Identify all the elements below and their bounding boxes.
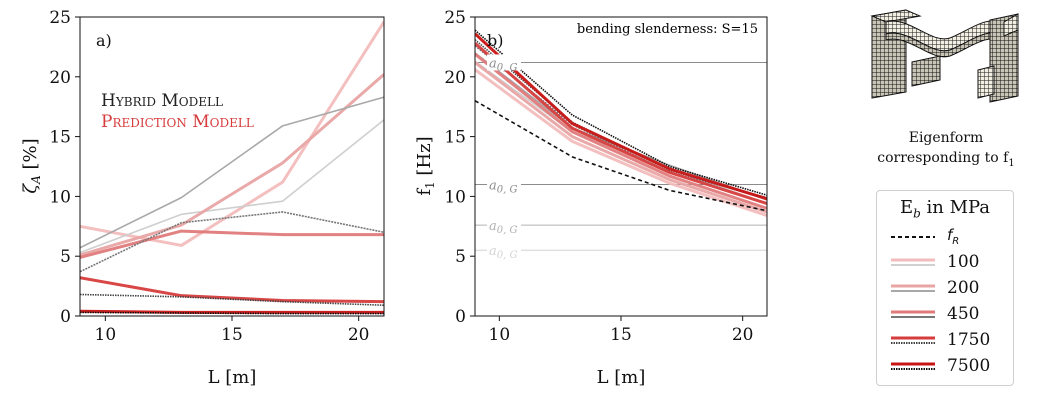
legend-swatch-1750 [891,336,935,344]
panel-b-xtick-label: 20 [732,325,754,345]
legend-item-1750: 1750 [891,329,1011,353]
panel-b-ytick-label: 25 [444,8,466,28]
legend-title: Eb in MPa [877,197,1013,221]
legend-label-450: 450 [947,304,980,324]
chart-panel-a: 10 15 20 0 5 10 15 20 25 a) Hybrid Modell Predic… [20,8,385,388]
series-line-prediction-450 [80,229,384,259]
panel-a-tag: a) [96,31,112,50]
panel-b-tag: b) [487,31,503,50]
eigenform-caption-text: corresponding to f [877,150,1009,166]
panel-a-xtick-label: 15 [221,325,243,345]
legend-title-sub: b [913,206,921,221]
panel-a-ytick-label: 5 [60,247,71,267]
series-line-fR [475,100,767,212]
panel-a-ytick-label: 25 [49,8,71,28]
panel-a-ylabel-unit: [%] [20,138,41,175]
panel-b-frame [474,16,768,317]
panel-a-frame [79,16,385,317]
legend-item-450: 450 [891,303,1011,327]
series-line-prediction-100 [80,20,384,247]
series-line-hybrid-200 [80,96,384,249]
reference-label-bg [487,54,521,71]
legend: Eb in MPa fR 100 200 450 1750 7500 [876,190,1014,386]
reference-label-a0g: a0, G [489,178,517,195]
panel-a-xtick-label: 10 [95,325,117,345]
panel-b-xtick-label: 10 [489,325,511,345]
series-line-hybrid-1750 [80,293,384,307]
series-line-prediction-450 [475,52,767,210]
eigenform-caption-line1: Eigenform [908,130,984,146]
legend-swatch-200 [891,284,935,292]
panel-b-ytick-label: 15 [444,128,466,148]
legend-swatch-450 [891,310,935,318]
legend-item-200: 200 [891,277,1011,301]
legend-title-symbol: E [899,197,914,218]
legend-label-200: 200 [947,278,980,298]
panel-a-series-group [80,20,384,315]
panel-a-ticks: 10 15 20 0 5 10 15 20 25 [49,8,369,345]
series-line-prediction-200 [80,73,384,257]
legend-swatch-7500 [891,362,935,370]
panel-a-ytick-label: 15 [49,128,71,148]
panel-b-ylabel-sub: 1 [423,181,437,189]
reference-label-bg [487,217,521,234]
legend-title-rest: in MPa [920,197,991,218]
series-line-hybrid-100 [80,119,384,254]
panel-a-ylabel: ζA [%] [20,138,43,193]
reference-label-bg [487,242,521,259]
panel-a-ylabel-sub: A [29,175,43,185]
panel-a-ylabel-symbol: ζ [20,183,41,194]
eigenform-caption: Eigenform corresponding to f1 [876,128,1016,174]
series-line-hybrid-1750 [475,39,767,200]
eigenform-caption-line2: corresponding to f1 [876,148,1016,174]
legend-swatch-100 [891,258,935,266]
legend-label-1750: 1750 [947,330,991,350]
legend-label-fr-symbol: f [947,226,953,244]
series-line-prediction-7500 [475,32,767,201]
panel-a-ytick-label: 20 [49,68,71,88]
reference-label-a0g: a0, G [489,219,517,236]
panel-b-ytick-label: 5 [455,247,466,267]
panel-b-series-group [475,29,767,217]
legend-label-fr-sub: R [952,236,960,247]
series-line-prediction-1750 [475,42,767,206]
panel-b-ylabel-unit: [Hz] [414,136,435,181]
series-line-prediction-7500 [80,309,384,314]
panel-b-xtick-label: 15 [610,325,632,345]
eigenform-caption-sub: 1 [1008,157,1015,169]
legend-item-100: 100 [891,251,1011,275]
panel-b-ylabel-symbol: f [414,188,435,196]
legend-swatch-fr [891,236,935,238]
legend-item-7500: 7500 [891,355,1011,379]
chart-panel-b: a0, G a0, G a0, G a0, G 10 15 20 0 5 10 15 20 25 b)… [414,8,768,388]
series-line-prediction-200 [475,61,767,214]
panel-a-xtick-label: 20 [348,325,370,345]
panel-b-ticks: 10 15 20 0 5 10 15 20 25 [444,8,753,345]
panel-b-reference-labels: a0, G a0, G a0, G a0, G [487,54,521,261]
panel-b-annotation: bending slenderness: S=15 [577,22,758,37]
series-line-prediction-100 [475,68,767,217]
panel-b-ylabel: f1 [Hz] [414,136,437,195]
eigenform-illustration [870,9,1019,103]
series-line-hybrid-450 [80,211,384,273]
panel-a-xlabel: L [m] [208,367,257,388]
panel-b-ytick-label: 20 [444,68,466,88]
reference-label-a0g: a0, G [489,56,517,73]
reference-label-bg [487,176,521,193]
panel-a-ytick-label: 10 [49,187,71,207]
series-line-hybrid-7500 [80,311,384,315]
legend-item-fr: fR [891,225,1011,249]
legend-label-7500: 7500 [947,356,991,376]
prediction-model-label: Prediction Modell [101,112,254,132]
panel-b-ytick-label: 10 [444,187,466,207]
reference-label-a0g: a0, G [489,244,517,261]
panel-b-ytick-label: 0 [455,307,466,327]
legend-label-100: 100 [947,252,980,272]
hybrid-model-label: Hybrid Modell [101,91,223,111]
panel-b-xlabel: L [m] [597,367,646,388]
panel-a-ytick-label: 0 [60,307,71,327]
legend-label-fr: fR [947,226,959,247]
series-line-prediction-1750 [80,276,384,304]
